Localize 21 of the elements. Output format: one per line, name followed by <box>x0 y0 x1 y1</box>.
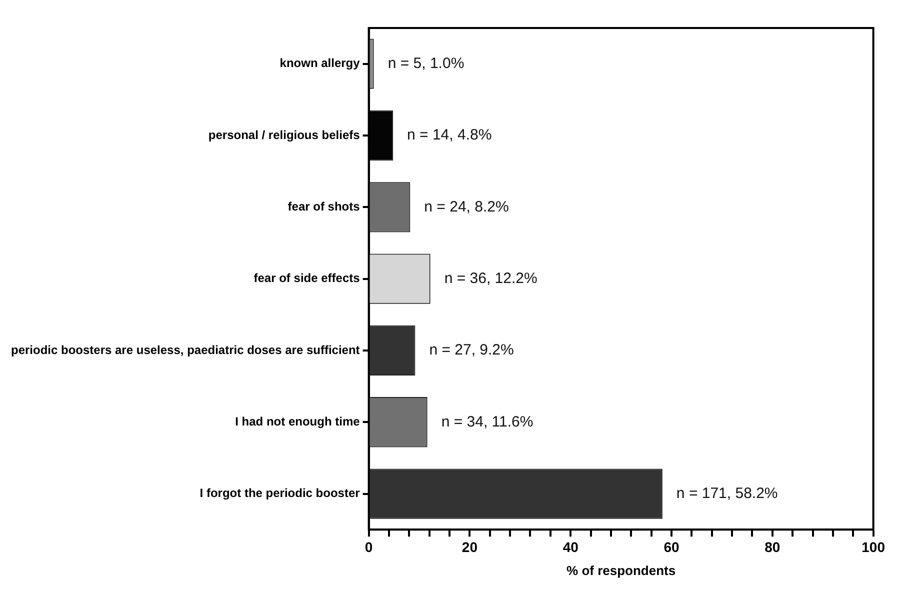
x-tick-label: 40 <box>562 538 579 555</box>
x-tick-label: 100 <box>862 538 886 555</box>
data-label: n = 5, 1.0% <box>388 54 464 72</box>
x-tick-label: 60 <box>664 538 680 555</box>
y-tick-label: periodic boosters are useless, paediatric doses are sufficient <box>10 342 360 357</box>
y-tick-label: known allergy <box>280 56 360 70</box>
x-axis-title: % of respondents <box>566 562 676 578</box>
data-label: n = 171, 58.2% <box>676 484 778 502</box>
y-tick-label: I forgot the periodic booster <box>200 486 360 500</box>
data-label: n = 24, 8.2% <box>424 198 509 216</box>
data-label: n = 34, 11.6% <box>441 413 534 430</box>
x-tick-label: 20 <box>462 538 478 555</box>
data-label: n = 27, 9.2% <box>429 342 514 359</box>
data-label: n = 14, 4.8% <box>407 126 492 144</box>
y-tick-label: fear of shots <box>288 199 360 214</box>
x-tick-label: 0 <box>364 538 373 555</box>
y-tick-label: I had not enough time <box>235 414 360 428</box>
data-label: n = 36, 12.2% <box>444 270 538 287</box>
y-tick-label: fear of side effects <box>254 271 360 286</box>
y-tick-label: personal / religious beliefs <box>208 128 360 142</box>
x-tick-label: 80 <box>764 538 780 555</box>
